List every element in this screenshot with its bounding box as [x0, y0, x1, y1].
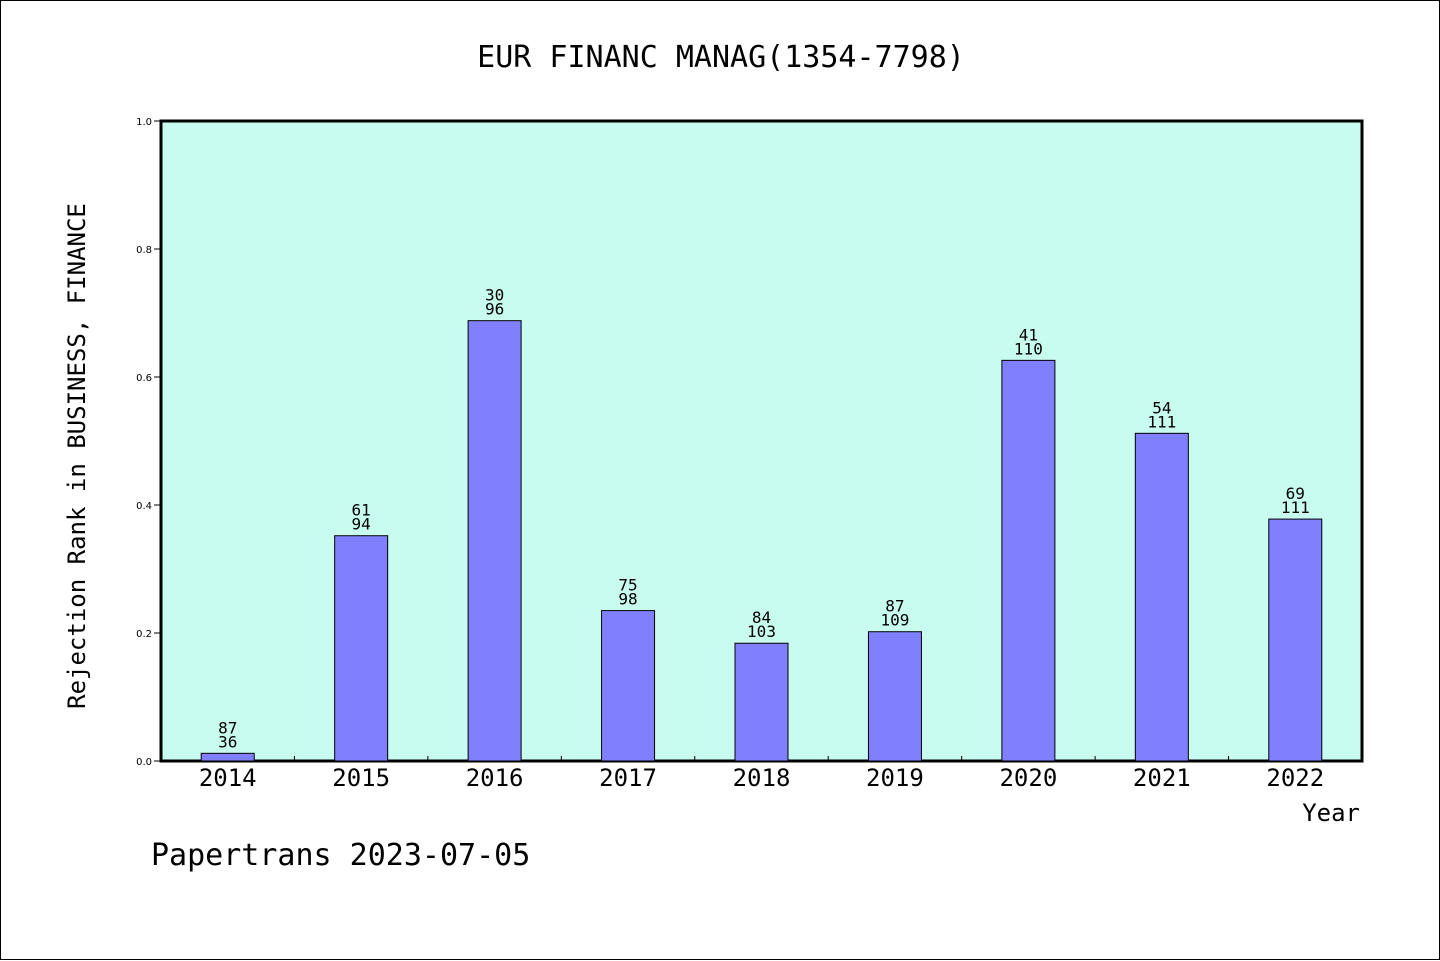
y-tick-label: 1.0	[136, 117, 152, 128]
bar	[200, 752, 255, 762]
bar	[467, 320, 522, 762]
bar-label-top: 69	[1286, 484, 1305, 503]
bar-label-top: 54	[1152, 398, 1171, 417]
bar-label-bottom: 94	[352, 515, 371, 534]
bar-label-top: 87	[885, 597, 904, 616]
x-tick-label: 2014	[199, 764, 257, 792]
y-tick-label: 0.2	[136, 629, 152, 640]
bar-labels: 8736619430967598841038710941110541116911…	[218, 286, 1310, 752]
x-axis-ticks: 2014 2015 2016 2017 2018 2019 2020 2021 2022	[199, 756, 1324, 792]
bar	[601, 610, 656, 762]
y-axis-label: Rejection Rank in BUSINESS, FINANCE	[63, 203, 91, 709]
bar	[334, 535, 389, 762]
bar-label-bottom: 109	[880, 611, 909, 630]
footer-text: Papertrans 2023-07-05	[151, 838, 530, 873]
x-axis-label: Year	[1302, 799, 1360, 827]
bar-label-top: 30	[485, 286, 504, 305]
bar-label-top: 41	[1019, 325, 1038, 344]
bar-label-bottom: 36	[218, 732, 237, 751]
bar	[734, 642, 789, 762]
x-tick-label: 2019	[866, 764, 924, 792]
x-tick-label: 2021	[1133, 764, 1191, 792]
bar-label-bottom: 111	[1147, 412, 1176, 431]
bar-label-bottom: 111	[1281, 498, 1310, 517]
bar-label-bottom: 103	[747, 622, 776, 641]
bars	[200, 320, 1323, 762]
bar-label-top: 87	[218, 718, 237, 737]
bar-label-bottom: 96	[485, 300, 504, 319]
x-tick-label: 2022	[1266, 764, 1324, 792]
y-tick-label: 0.6	[136, 373, 152, 384]
bar-label-top: 75	[618, 576, 637, 595]
y-tick-label: 0.8	[136, 245, 152, 256]
y-axis-ticks: 0.0 0.2 0.4 0.6 0.8 1.0	[136, 117, 161, 768]
bar-label-bottom: 110	[1014, 339, 1043, 358]
bar	[1268, 518, 1323, 762]
bar-label-top: 61	[352, 501, 371, 520]
bar	[1134, 432, 1189, 762]
x-tick-label: 2016	[466, 764, 524, 792]
bar	[1001, 359, 1056, 762]
bar	[867, 631, 922, 762]
x-tick-label: 2020	[999, 764, 1057, 792]
y-tick-label: 0.0	[136, 757, 152, 768]
chart-title: EUR FINANC MANAG(1354-7798)	[477, 40, 965, 75]
x-tick-label: 2017	[599, 764, 657, 792]
x-tick-label: 2015	[332, 764, 390, 792]
bar-label-top: 84	[752, 608, 771, 627]
bar-label-bottom: 98	[618, 590, 637, 609]
x-tick-label: 2018	[733, 764, 791, 792]
y-tick-label: 0.4	[136, 501, 152, 512]
